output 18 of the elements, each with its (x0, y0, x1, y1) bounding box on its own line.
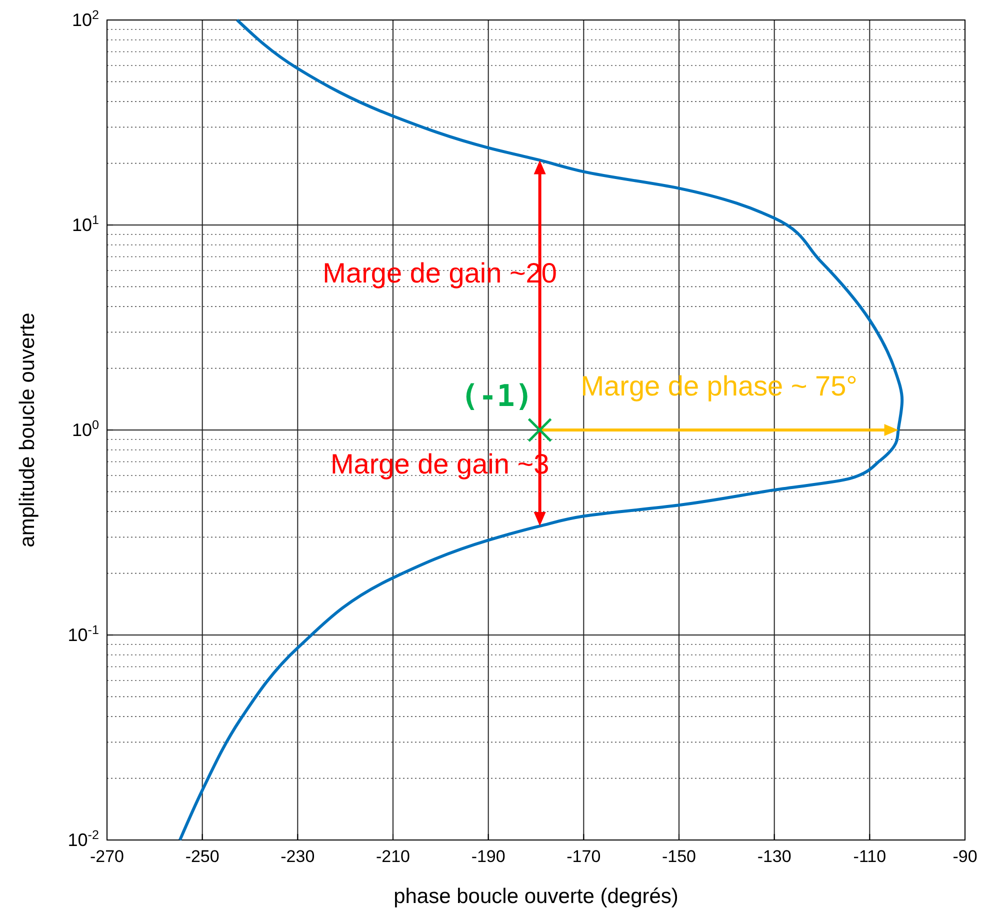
y-tick-label: 10$^{-1}$ (68, 623, 99, 645)
y-axis-title: amplitude boucle ouverte (16, 312, 39, 548)
x-axis-title: phase boucle ouverte (degrés) (394, 885, 678, 908)
x-tick-label: -270 (90, 847, 124, 866)
x-tick-label: -90 (952, 847, 978, 866)
x-tick-label: -170 (566, 847, 601, 866)
x-tick-label: -210 (376, 847, 410, 866)
x-tick-label: -230 (280, 847, 315, 866)
y-tick-label: 10$^{2}$ (72, 8, 99, 30)
x-tick-label: -250 (185, 847, 220, 866)
x-tick-label: -110 (853, 847, 886, 866)
y-tick-label: 10$^{0}$ (72, 418, 99, 440)
x-tick-label: -150 (662, 847, 696, 866)
y-tick-label: 10$^{1}$ (72, 213, 99, 235)
y-tick-label: 10$^{-2}$ (68, 828, 99, 850)
line-series (178, 18, 904, 842)
x-tick-label: -190 (471, 847, 506, 866)
x-tick-label: -130 (757, 847, 792, 866)
